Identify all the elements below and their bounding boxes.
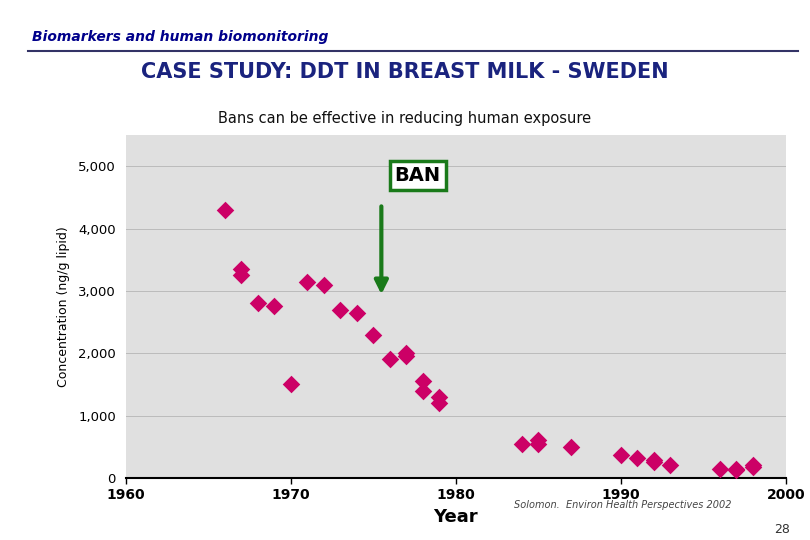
Point — [350, 308, 363, 317]
Text: Solomon.  Environ Health Perspectives 2002: Solomon. Environ Health Perspectives 200… — [514, 500, 732, 510]
Point — [267, 302, 280, 311]
Point — [218, 206, 231, 214]
Point — [251, 299, 264, 308]
Point — [318, 280, 330, 289]
Point — [399, 349, 412, 357]
Y-axis label: Concentration (ng/g lipid): Concentration (ng/g lipid) — [57, 226, 70, 387]
Text: Bans can be effective in reducing human exposure: Bans can be effective in reducing human … — [219, 111, 591, 126]
Point — [730, 465, 743, 474]
Point — [531, 436, 544, 445]
Point — [647, 456, 660, 465]
Point — [383, 355, 396, 364]
Point — [433, 399, 446, 407]
Point — [433, 393, 446, 401]
Text: CASE STUDY: DDT IN BREAST MILK - SWEDEN: CASE STUDY: DDT IN BREAST MILK - SWEDEN — [141, 62, 669, 82]
Point — [730, 465, 743, 474]
X-axis label: Year: Year — [433, 508, 478, 526]
Point — [614, 450, 627, 459]
Point — [367, 330, 380, 339]
Text: Biomarkers and human biomonitoring: Biomarkers and human biomonitoring — [32, 30, 329, 44]
Text: BAN: BAN — [394, 166, 441, 185]
Point — [515, 440, 528, 448]
Point — [531, 440, 544, 448]
Point — [647, 458, 660, 467]
Point — [235, 271, 248, 280]
Point — [714, 464, 727, 473]
Point — [334, 305, 347, 314]
Point — [663, 461, 676, 470]
Point — [416, 386, 429, 395]
Point — [284, 380, 297, 389]
Point — [746, 463, 759, 471]
Point — [235, 265, 248, 273]
Text: 28: 28 — [774, 523, 790, 536]
Point — [631, 454, 644, 462]
Point — [746, 461, 759, 470]
Point — [565, 442, 578, 451]
Point — [301, 277, 313, 286]
Point — [399, 352, 412, 361]
Point — [416, 377, 429, 386]
